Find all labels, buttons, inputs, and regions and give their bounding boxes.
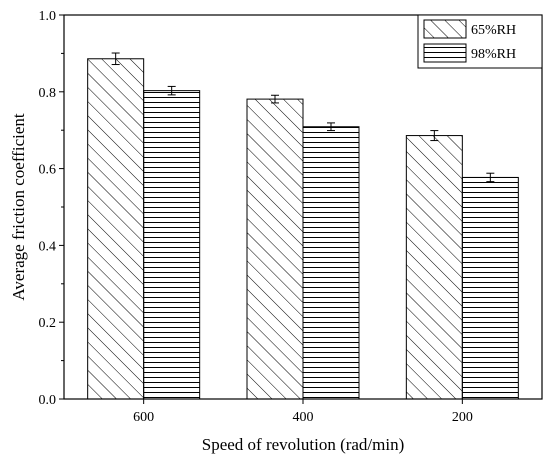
bar-200-98rh (461, 176, 519, 400)
legend-label-65rh: 65%RH (471, 23, 516, 38)
legend-label-98rh: 98%RH (471, 47, 516, 62)
y-tick-label: 0.4 (39, 239, 57, 254)
error-bar-600-98rh (167, 85, 176, 96)
y-tick-label: 0.0 (39, 393, 57, 408)
legend-swatch-98rh (423, 43, 467, 63)
bars (87, 58, 519, 400)
y-tick-label: 0.8 (39, 86, 57, 101)
x-axis: 600 400 200 (133, 399, 473, 425)
bar-400-98rh (302, 126, 360, 400)
error-bars (111, 52, 495, 183)
y-axis-label: Average friction coefficient (9, 113, 28, 300)
y-tick-label: 1.0 (39, 9, 57, 24)
x-axis-label: Speed of revolution (rad/min) (202, 435, 405, 454)
error-bar-200-65rh (430, 130, 439, 142)
y-axis: 0.0 0.2 0.4 0.6 0.8 1.0 (39, 9, 64, 408)
error-bar-400-65rh (271, 94, 279, 104)
bar-400-65rh (246, 98, 304, 400)
x-tick-label: 600 (133, 410, 154, 425)
y-tick-label: 0.2 (39, 316, 57, 331)
error-bar-600-65rh (111, 52, 120, 66)
error-bar-400-98rh (327, 122, 335, 132)
legend: 65%RH 98%RH (417, 14, 543, 69)
x-tick-label: 400 (293, 410, 314, 425)
x-tick-label: 200 (452, 410, 473, 425)
error-bar-200-98rh (486, 172, 495, 183)
bar-200-65rh (405, 135, 463, 400)
legend-swatch-65rh (423, 19, 467, 39)
bar-600-98rh (143, 90, 201, 400)
y-tick-label: 0.6 (39, 163, 57, 178)
bar-600-65rh (87, 58, 145, 400)
